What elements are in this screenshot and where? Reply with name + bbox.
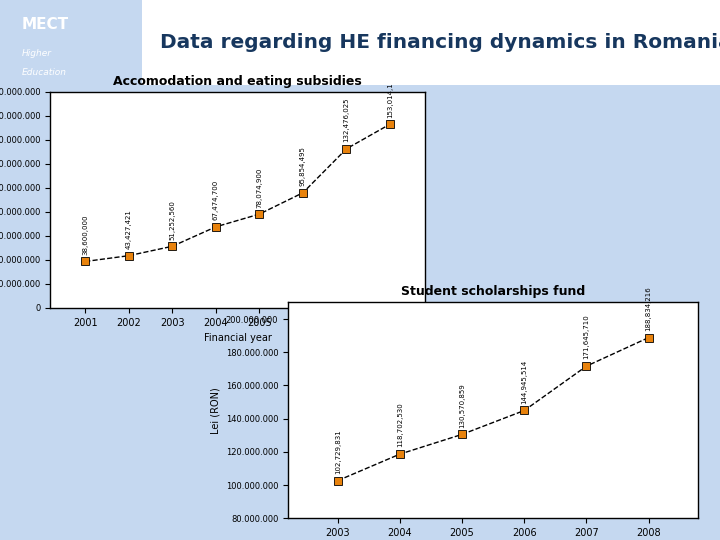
Text: 132,476,025: 132,476,025 [343, 98, 349, 142]
Text: 67,474,700: 67,474,700 [213, 180, 219, 220]
Text: 78,074,900: 78,074,900 [256, 167, 262, 207]
Text: Education: Education [22, 68, 66, 77]
Text: 153,014,1: 153,014,1 [387, 82, 393, 118]
Text: 188,834,216: 188,834,216 [646, 286, 652, 331]
Text: Data regarding HE financing dynamics in Romania: Data regarding HE financing dynamics in … [160, 33, 720, 52]
FancyBboxPatch shape [142, 0, 720, 85]
Text: 38,600,000: 38,600,000 [82, 214, 89, 255]
Text: 130,570,859: 130,570,859 [459, 383, 465, 428]
Text: 51,252,560: 51,252,560 [169, 200, 175, 240]
Title: Student scholarships fund: Student scholarships fund [401, 286, 585, 299]
Text: 118,702,530: 118,702,530 [397, 403, 403, 448]
Text: 171,645,710: 171,645,710 [583, 315, 590, 360]
Text: Higher: Higher [22, 50, 52, 58]
Text: 144,945,514: 144,945,514 [521, 360, 527, 404]
Text: MECT: MECT [22, 17, 68, 32]
X-axis label: Financial year: Financial year [204, 333, 271, 343]
Y-axis label: Lei (RON): Lei (RON) [210, 387, 220, 434]
Text: 95,854,495: 95,854,495 [300, 146, 306, 186]
Text: 102,729,831: 102,729,831 [335, 429, 341, 474]
Title: Accomodation and eating subsidies: Accomodation and eating subsidies [113, 75, 362, 88]
Text: 43,427,421: 43,427,421 [126, 209, 132, 249]
